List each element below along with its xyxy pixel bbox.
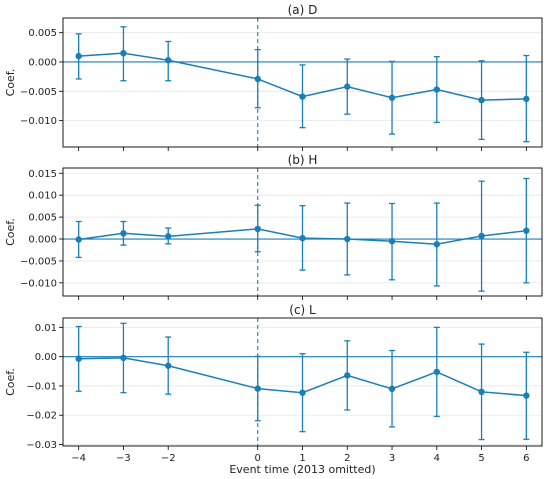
y-tick-label: 0.010 [28,191,57,202]
y-tick-label: −0.010 [20,116,57,127]
data-point [75,355,82,362]
data-point [165,362,172,369]
data-point [388,385,396,393]
data-point [120,230,127,237]
y-tick-label: 0.01 [35,323,57,334]
panel-title: (c) L [289,303,316,317]
data-point [299,234,306,242]
y-tick-label: −0.01 [26,381,57,392]
series-line [78,52,527,101]
x-tick-label: 1 [299,453,305,464]
y-tick-label: 0.00 [35,352,57,363]
panel-2: (c) L 0.01 0.00 −0.01 −0.02 −0.03 Coef. −4 −3 −2 0… [4,303,543,476]
x-tick-label: 5 [478,453,484,464]
x-tick-label: −3 [116,453,131,464]
y-axis-label: Coef. [4,368,17,396]
y-tick-label: 0.000 [28,57,57,68]
data-point [299,93,306,100]
x-axis-label: Event time (2013 omitted) [229,463,375,476]
data-point [523,392,530,399]
panel-title: (b) H [288,153,318,167]
data-point [120,354,127,362]
data-point [254,225,261,233]
data-point [433,368,440,376]
y-tick-label: −0.005 [20,256,57,267]
x-tick-label: 3 [389,453,395,464]
panel-title: (a) D [288,3,318,17]
y-tick-label: −0.03 [26,440,57,451]
x-tick-label: 2 [344,453,350,464]
x-tick-label: −2 [161,453,176,464]
y-tick-label: 0.005 [28,213,57,224]
data-point [75,52,82,60]
data-point [523,227,530,234]
y-tick-label: 0.005 [28,28,57,39]
data-point [75,236,82,243]
data-point [478,96,485,104]
series-line [78,357,527,397]
data-point [165,233,172,240]
y-tick-label: −0.02 [26,411,57,422]
data-point [478,388,485,396]
data-point [254,385,261,392]
data-point [478,232,485,240]
data-point [165,57,172,64]
x-tick-label: 0 [255,453,261,464]
data-point [120,49,127,57]
data-point [344,83,351,90]
data-point [523,95,530,103]
data-point [344,235,351,243]
panel-0: (a) D 0.005 0.000 −0.005 −0.010 Coef. [4,3,543,151]
data-point [388,238,396,245]
y-tick-label: −0.010 [20,278,57,289]
data-point [254,75,261,83]
y-tick-label: −0.005 [20,87,57,98]
data-point [433,86,440,93]
x-tick-label: 6 [523,453,529,464]
x-tick-label: −4 [71,453,86,464]
series-line [78,228,527,246]
y-tick-label: 0.015 [28,169,57,180]
x-tick-label: 4 [434,453,440,464]
y-axis-label: Coef. [4,69,17,97]
data-point [433,241,440,248]
panel-1: (b) H 0.015 0.010 0.005 0.000 −0.005 −0.010 Coe… [4,153,543,300]
data-point [388,94,396,101]
data-point [344,372,351,379]
data-point [299,389,306,396]
y-tick-label: 0.000 [28,235,57,246]
y-axis-label: Coef. [4,218,17,246]
